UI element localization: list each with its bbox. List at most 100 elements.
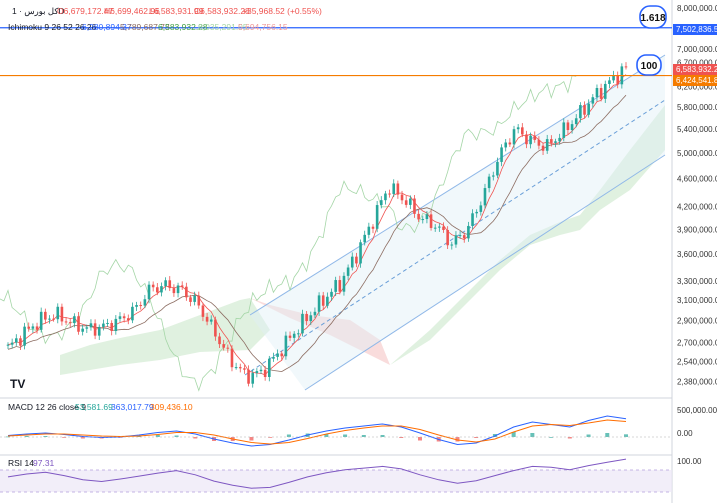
candle-body[interactable] — [350, 256, 354, 268]
candle-body[interactable] — [529, 135, 532, 145]
candle-body[interactable] — [56, 306, 60, 320]
candle-body[interactable] — [218, 336, 221, 345]
candle-body[interactable] — [27, 326, 31, 329]
candle-body[interactable] — [263, 369, 267, 377]
candle-body[interactable] — [404, 200, 408, 205]
candle-body[interactable] — [114, 318, 118, 332]
candle-body[interactable] — [467, 225, 470, 239]
candle-body[interactable] — [251, 373, 255, 384]
header-legend[interactable]: کل بورس · 1D O6,679,172.47 H6,699,462.96… — [8, 6, 322, 468]
rsi-pane[interactable] — [7, 458, 627, 489]
candle-body[interactable] — [396, 183, 400, 195]
candle-body[interactable] — [388, 193, 391, 195]
candle-body[interactable] — [214, 319, 217, 337]
candle-body[interactable] — [209, 319, 213, 322]
candle-body[interactable] — [591, 97, 595, 104]
candle-body[interactable] — [587, 103, 590, 115]
candle-body[interactable] — [176, 285, 180, 294]
regression-channel[interactable] — [250, 55, 665, 390]
candle-body[interactable] — [292, 333, 296, 338]
candle-body[interactable] — [288, 335, 292, 338]
candle-body[interactable] — [276, 353, 279, 357]
candle-body[interactable] — [301, 313, 304, 334]
candle-body[interactable] — [234, 367, 238, 369]
candle-body[interactable] — [446, 229, 449, 246]
candle-body[interactable] — [147, 284, 151, 300]
candle-body[interactable] — [222, 344, 225, 348]
candle-body[interactable] — [259, 369, 263, 372]
candle-body[interactable] — [39, 311, 43, 330]
candle-body[interactable] — [583, 105, 586, 115]
candle-body[interactable] — [504, 142, 508, 148]
candle-body[interactable] — [550, 139, 553, 143]
candle-body[interactable] — [19, 338, 22, 346]
candle-body[interactable] — [330, 291, 333, 297]
candle-body[interactable] — [371, 226, 375, 229]
candle-body[interactable] — [533, 135, 537, 140]
candle-body[interactable] — [122, 316, 126, 319]
candle-body[interactable] — [326, 296, 329, 306]
price-axis[interactable]: 8,000,000.00 7,000,000.00 6,700,000.00 6,20… — [677, 4, 717, 386]
candle-body[interactable] — [205, 316, 209, 322]
candle-body[interactable] — [574, 118, 578, 125]
candle-body[interactable] — [143, 299, 147, 306]
candle-body[interactable] — [44, 311, 47, 320]
candle-body[interactable] — [346, 267, 350, 276]
macd-pane[interactable] — [0, 415, 672, 447]
candle-body[interactable] — [603, 83, 607, 99]
candle-body[interactable] — [450, 244, 454, 246]
candle-body[interactable] — [433, 227, 437, 229]
candle-body[interactable] — [479, 205, 483, 212]
candle-body[interactable] — [139, 305, 143, 307]
candle-body[interactable] — [255, 371, 259, 374]
candle-body[interactable] — [10, 342, 14, 345]
candle-body[interactable] — [516, 127, 520, 130]
candle-body[interactable] — [487, 176, 491, 189]
candle-body[interactable] — [85, 327, 89, 329]
candle-body[interactable] — [238, 367, 242, 369]
candle-body[interactable] — [363, 234, 366, 243]
candle-body[interactable] — [280, 353, 284, 357]
candle-body[interactable] — [359, 242, 362, 264]
candles[interactable] — [6, 62, 628, 388]
candle-body[interactable] — [599, 87, 603, 99]
candle-body[interactable] — [272, 356, 275, 359]
candle-body[interactable] — [189, 297, 192, 302]
fib-1618-annotation[interactable]: 1.618 — [639, 5, 667, 29]
candle-body[interactable] — [579, 105, 582, 119]
candle-body[interactable] — [35, 326, 39, 330]
candle-body[interactable] — [135, 305, 138, 307]
macd-signal-line[interactable] — [7, 419, 627, 445]
candle-body[interactable] — [537, 139, 541, 146]
candle-body[interactable] — [491, 175, 495, 177]
candle-body[interactable] — [413, 198, 416, 214]
candle-body[interactable] — [379, 200, 383, 206]
candle-body[interactable] — [458, 235, 462, 237]
fib-100-annotation[interactable]: 100 — [636, 54, 662, 76]
candle-body[interactable] — [160, 286, 163, 293]
candle-body[interactable] — [106, 322, 109, 324]
candle-body[interactable] — [6, 344, 10, 346]
candle-body[interactable] — [118, 316, 122, 319]
candle-body[interactable] — [367, 226, 371, 235]
candle-body[interactable] — [612, 75, 615, 81]
candle-body[interactable] — [512, 129, 516, 145]
candle-body[interactable] — [230, 348, 234, 368]
candle-body[interactable] — [151, 284, 155, 288]
candle-body[interactable] — [68, 322, 72, 324]
candle-body[interactable] — [23, 326, 26, 346]
candle-body[interactable] — [185, 286, 188, 298]
candle-body[interactable] — [355, 256, 358, 264]
candle-body[interactable] — [31, 326, 35, 329]
candle-body[interactable] — [558, 137, 561, 142]
candle-body[interactable] — [243, 368, 246, 370]
macd-line[interactable] — [7, 415, 627, 447]
candle-body[interactable] — [14, 338, 18, 343]
candle-body[interactable] — [384, 193, 387, 201]
candle-body[interactable] — [126, 318, 130, 321]
candle-body[interactable] — [500, 147, 503, 162]
candle-body[interactable] — [48, 318, 51, 320]
channel-lower-line[interactable] — [304, 154, 666, 391]
candle-body[interactable] — [541, 145, 545, 151]
candle-body[interactable] — [180, 285, 184, 287]
